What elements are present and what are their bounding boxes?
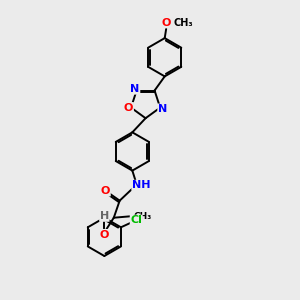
Text: CH₃: CH₃ (174, 18, 193, 28)
Text: O: O (100, 230, 109, 239)
Text: O: O (124, 103, 134, 112)
Text: O: O (101, 186, 110, 196)
Text: O: O (161, 18, 171, 28)
Text: CH₃: CH₃ (133, 212, 152, 221)
Text: Cl: Cl (130, 215, 142, 225)
Text: N: N (130, 84, 140, 94)
Text: N: N (158, 104, 167, 114)
Text: NH: NH (132, 180, 150, 190)
Text: H: H (100, 211, 109, 221)
